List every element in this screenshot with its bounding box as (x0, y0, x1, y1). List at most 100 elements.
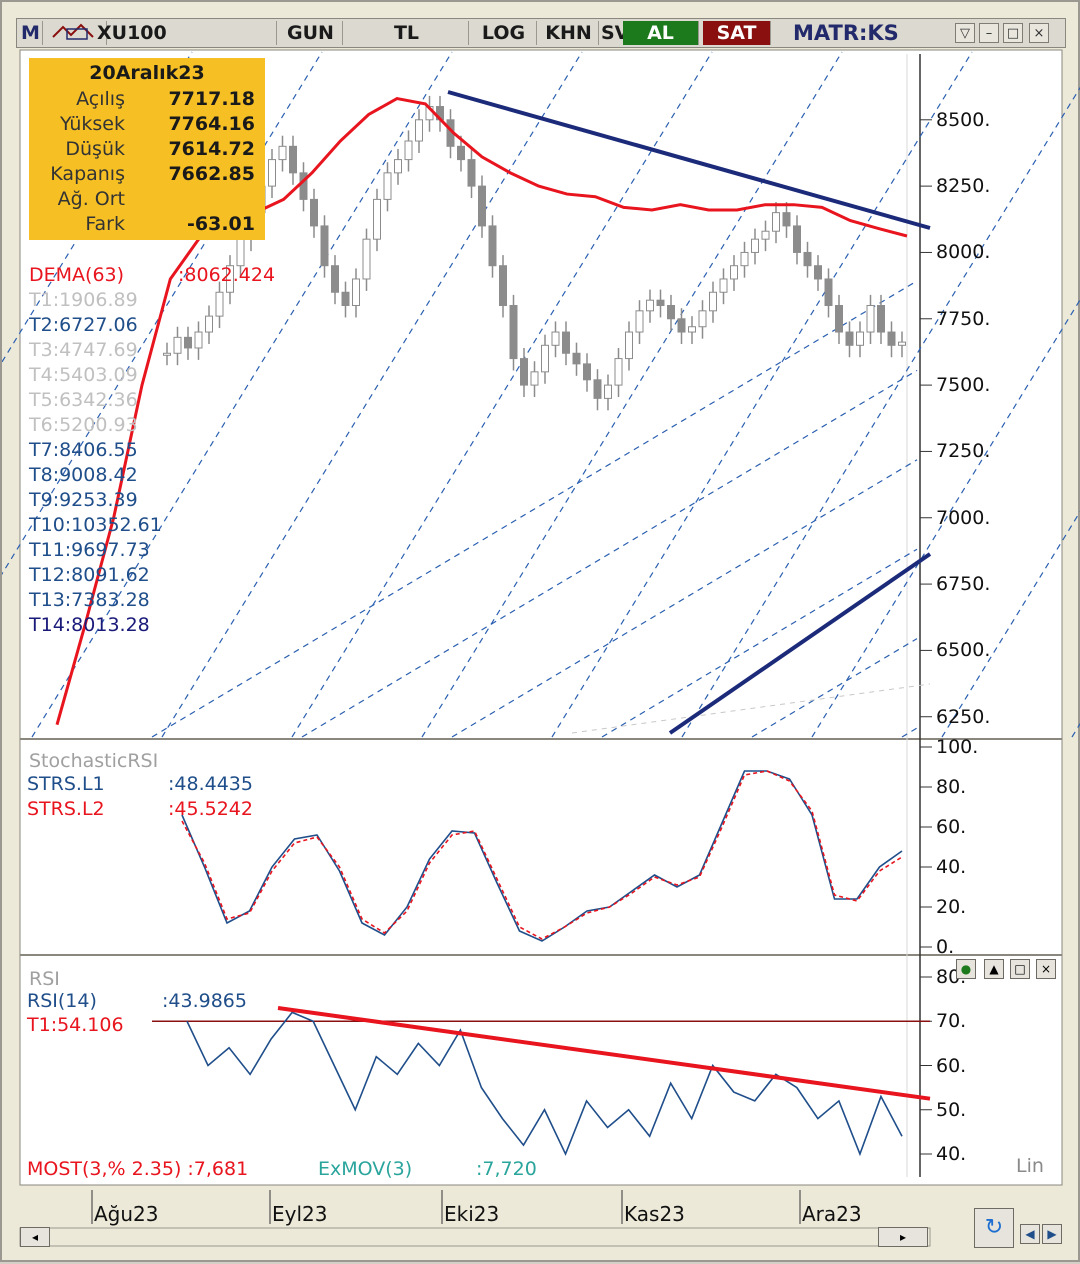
candle-body (478, 185, 486, 227)
price-info-box: 20Aralık23 Açılış 7717.18 Yüksek 7764.16 D… (29, 58, 265, 240)
price-tick-label: 6250. (936, 705, 991, 728)
stoch-tick-label: 0. (936, 936, 955, 958)
candle-body (278, 145, 287, 161)
candle-body (583, 363, 591, 381)
channel-line (901, 727, 918, 738)
candle-body (604, 384, 612, 399)
panel-up-icon[interactable]: ▲ (984, 959, 1004, 979)
dema-label: DEMA(63) (29, 264, 125, 286)
candle-body (835, 305, 843, 333)
rsi-tick-label: 60. (936, 1054, 967, 1077)
buy-button[interactable]: AL (623, 21, 699, 45)
candle-body (709, 291, 717, 312)
diff-value: -63.01 (187, 213, 255, 235)
price-tick-label: 8500. (936, 108, 991, 131)
x-tick-label: Kas23 (624, 1202, 685, 1226)
app-logo: M (19, 21, 43, 45)
candle-body (320, 225, 329, 267)
brand-logo: MATR:KS (793, 21, 899, 45)
candle-body (614, 358, 623, 386)
trend-line-label: T7:8406.55 (29, 439, 138, 461)
price-tick-label: 7000. (936, 506, 991, 529)
descending-trend-line (447, 90, 931, 230)
high-value: 7764.16 (168, 113, 255, 135)
panel-settings-icon[interactable]: ● (956, 959, 976, 979)
trend-line-label: T12:8091.62 (29, 564, 150, 586)
candle-body (194, 331, 203, 349)
open-label: Açılış (76, 88, 125, 110)
scroll-right-icon[interactable]: ▸ (878, 1227, 928, 1247)
stoch-title: StochasticRSI (29, 750, 159, 772)
stoch-tick-label: 60. (936, 816, 967, 838)
trend-line-label: T8:9008.42 (29, 464, 138, 486)
candle-body (782, 212, 791, 227)
trend-line-label: T4:5403.09 (29, 364, 138, 386)
period-button[interactable]: GUN (279, 21, 343, 45)
candle-body (184, 336, 192, 349)
exmov-value: :7,720 (476, 1158, 537, 1180)
candle-body (761, 230, 770, 240)
candle-body (509, 305, 518, 360)
symbol-field[interactable]: XU100 (95, 21, 277, 45)
candle-body (520, 358, 528, 386)
nav-left-icon[interactable]: ◀ (1020, 1224, 1040, 1244)
candle-body (667, 305, 675, 320)
channel-line (681, 86, 1080, 738)
sell-button[interactable]: SAT (703, 21, 771, 45)
panel-close-icon[interactable]: × (1036, 959, 1056, 979)
candle-body (383, 172, 392, 200)
stoch-tick-label: 20. (936, 896, 967, 918)
candle-body (635, 310, 644, 333)
khn-button[interactable]: KHN (539, 21, 599, 45)
dropdown-icon[interactable]: ▽ (955, 23, 975, 43)
toolbar: M XU100 GUN TL LOG KHN SV AL SAT MATR:KS… (16, 18, 1066, 48)
candle-body (467, 159, 476, 187)
low-value: 7614.72 (168, 138, 255, 160)
rsi-trend-line (277, 1005, 931, 1101)
candle-body (572, 352, 581, 365)
x-tick-label: Eyl23 (272, 1202, 328, 1226)
candle-body (593, 379, 602, 399)
exmov-label: ExMOV(3) (318, 1158, 413, 1180)
candle-body (205, 315, 213, 333)
blue-trend-line (668, 552, 932, 735)
channel-line (291, 51, 713, 738)
rsi-t1-label: T1:54.106 (27, 1014, 124, 1036)
refresh-icon[interactable]: ↻ (974, 1208, 1014, 1248)
log-button[interactable]: LOG (471, 21, 537, 45)
candle-body (268, 159, 276, 187)
candle-body (730, 265, 738, 280)
nav-right-icon[interactable]: ▶ (1042, 1224, 1062, 1244)
scroll-left-icon[interactable]: ◂ (20, 1227, 50, 1247)
trend-line-label: T2:6727.06 (29, 314, 138, 336)
candle-body (310, 198, 318, 227)
candle-body (887, 331, 896, 346)
candle-body (646, 299, 654, 312)
candle-body (751, 238, 759, 253)
candle-body (352, 278, 360, 307)
candle-body (814, 265, 822, 280)
rsi-tick-label: 50. (936, 1098, 967, 1121)
stoch-l1-label: STRS.L1 (27, 773, 105, 795)
minimize-icon[interactable]: – (979, 23, 999, 43)
stoch-l2-line (181, 770, 903, 940)
currency-button[interactable]: TL (345, 21, 469, 45)
channel-line (421, 51, 843, 738)
candle-body (898, 341, 906, 346)
x-tick-label: Ara23 (802, 1202, 862, 1226)
rsi-tick-label: 70. (936, 1010, 967, 1033)
channel-line (941, 510, 1080, 738)
candle-body (530, 371, 539, 386)
chart-type-icon (51, 23, 94, 40)
price-tick-label: 8250. (936, 175, 991, 198)
scale-mode-label[interactable]: Lin (1016, 1155, 1044, 1177)
price-tick-label: 8000. (936, 241, 991, 264)
close-icon[interactable]: × (1029, 23, 1049, 43)
candle-body (499, 265, 507, 307)
candle-body (488, 225, 497, 267)
candle-body (698, 310, 707, 328)
symbol-icon[interactable] (47, 21, 107, 45)
panel-maximize-icon[interactable]: □ (1010, 959, 1030, 979)
maximize-icon[interactable]: □ (1003, 23, 1023, 43)
